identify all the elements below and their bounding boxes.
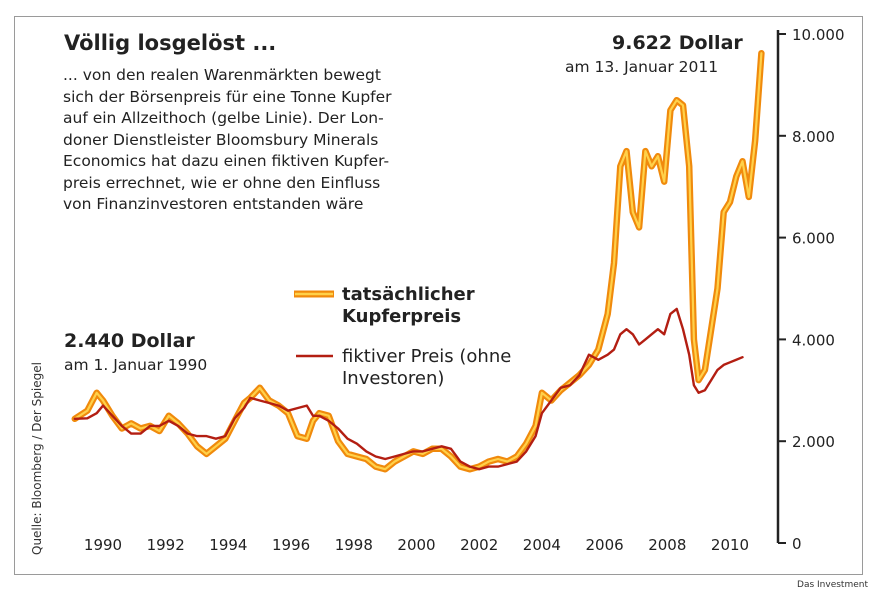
legend-label-actual: tatsächlicher Kupferpreis	[342, 284, 492, 328]
description-line: von Finanzinvestoren entstanden wäre	[63, 195, 364, 213]
x-tick-label: 1992	[147, 536, 185, 554]
x-tick-label: 1996	[272, 536, 310, 554]
y-tick-label: 6.000	[792, 230, 835, 248]
source-note: Quelle: Bloomberg / Der Spiegel	[30, 362, 44, 555]
y-tick-label: 10.000	[792, 26, 845, 44]
x-tick-label: 1990	[84, 536, 122, 554]
x-tick-label: 2002	[460, 536, 498, 554]
x-tick-label: 2010	[711, 536, 749, 554]
legend-label-fictive: fiktiver Preis (ohne Investoren)	[342, 346, 542, 390]
series-line-fictive	[73, 307, 744, 471]
annotation-end-date: am 13. Januar 2011	[565, 58, 719, 76]
x-tick-label: 1998	[335, 536, 373, 554]
description-line: ... von den realen Warenmärkten bewegt	[63, 66, 381, 84]
legend-label-actual-text: tatsächlicher Kupferpreis	[342, 284, 475, 327]
annotation-start-value: 2.440 Dollar	[64, 330, 195, 352]
y-tick-label: 4.000	[792, 331, 835, 349]
x-tick-label: 2008	[648, 536, 686, 554]
y-tick-label: 8.000	[792, 128, 835, 146]
description-line: doner Dienstleister Bloomsbury Minerals	[63, 130, 379, 149]
description-line: auf ein Allzeithoch (gelbe Linie). Der L…	[63, 109, 384, 127]
series-line-actual	[73, 52, 763, 471]
y-tick-label: 2.000	[792, 433, 835, 451]
annotation-end-value: 9.622 Dollar	[612, 32, 743, 54]
y-tick-label: 0	[792, 535, 802, 553]
description-line: preis errechnet, wie er ohne den Einflus…	[63, 173, 381, 192]
x-tick-label: 2006	[586, 536, 624, 554]
x-tick-label: 1994	[209, 536, 247, 554]
chart-title: Völlig losgelöst ...	[64, 31, 277, 55]
chart-description: ... von den realen Warenmärkten bewegt s…	[63, 65, 463, 216]
x-tick-label: 2000	[397, 536, 435, 554]
description-line: sich der Börsenpreis für eine Tonne Kupf…	[63, 87, 392, 106]
annotation-start-date: am 1. Januar 1990	[64, 356, 208, 374]
description-line: Economics hat dazu einen fiktiven Kupfer…	[63, 152, 390, 170]
x-tick-label: 2004	[523, 536, 561, 554]
chart-frame	[14, 16, 863, 575]
credit-note: Das Investment	[797, 580, 868, 590]
legend-label-fictive-text: fiktiver Preis (ohne Investoren)	[342, 346, 512, 389]
